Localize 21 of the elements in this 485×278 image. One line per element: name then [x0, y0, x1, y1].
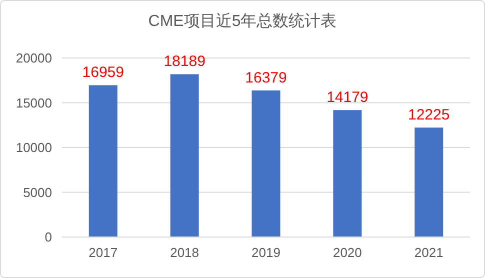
- data-label: 16379: [245, 69, 287, 86]
- x-tick-label: 2020: [332, 245, 362, 260]
- y-tick-label: 20000: [16, 50, 52, 66]
- bar: [333, 110, 362, 237]
- x-tick-label: 2018: [170, 245, 200, 260]
- chart-title: CME项目近5年总数统计表: [148, 12, 337, 30]
- bar: [170, 74, 199, 237]
- data-label: 18189: [164, 53, 206, 70]
- y-tick-label: 15000: [16, 95, 52, 110]
- bar: [252, 90, 280, 237]
- bar: [88, 85, 118, 237]
- data-label: 12225: [408, 106, 450, 124]
- x-tick-label: 2021: [414, 245, 444, 260]
- x-tick-label: 2019: [252, 245, 280, 260]
- y-tick-label: 10000: [16, 140, 52, 156]
- data-label: 16959: [82, 64, 124, 82]
- y-tick-label: 5000: [23, 184, 52, 200]
- data-label: 14179: [326, 89, 368, 106]
- bar: [414, 128, 444, 237]
- y-tick-label: 0: [44, 230, 52, 245]
- x-tick-label: 2017: [88, 245, 118, 260]
